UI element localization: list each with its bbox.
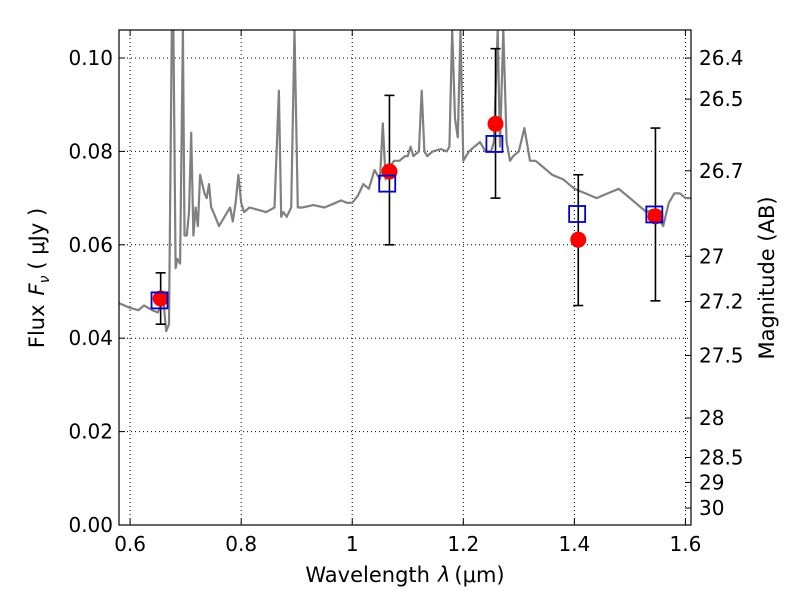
- x-axis-label-unit: (μm): [454, 563, 504, 587]
- model-spectrum-line: [119, 30, 691, 333]
- model-band-points: [150, 135, 664, 310]
- y-axis-label-subscript: ν: [37, 275, 53, 283]
- y-tick-label: 0.08: [68, 139, 113, 163]
- tick-labels: 0.6 0.8 1 1.2 1.4 1.6 0.00 0.02 0.04 0.06 0.08 0.10…: [68, 46, 743, 556]
- y-tick-label: 0.02: [68, 420, 113, 444]
- x-axis-label: Wavelength λ (μm): [305, 563, 504, 587]
- y-tick-label: 0.04: [68, 326, 113, 350]
- axis-ticks: [119, 30, 691, 526]
- model-band-point: [485, 135, 504, 153]
- x-axis-label-symbol: λ: [437, 563, 450, 587]
- y2-axis-label: Magnitude (AB): [755, 196, 779, 359]
- plot-area: [119, 30, 691, 333]
- y-axis-label-unit: ( μJy ): [25, 208, 49, 270]
- plot-frame: [118, 29, 692, 526]
- x-tick-label: 1.6: [670, 532, 702, 556]
- y2-tick-label: 27.5: [699, 343, 744, 367]
- y-axis-label-symbol: F: [25, 282, 49, 295]
- x-tick-label: 1.4: [558, 532, 590, 556]
- model-band-point: [150, 291, 169, 310]
- observed-points: [152, 115, 664, 307]
- x-tick-label: 0.8: [225, 532, 257, 556]
- y2-tick-label: 26.5: [699, 87, 744, 111]
- y2-tick-label: 26.4: [699, 46, 744, 70]
- model-band-point: [645, 205, 664, 224]
- model-band-point: [568, 205, 587, 223]
- y2-tick-label: 28: [699, 406, 724, 430]
- observed-point: [570, 231, 587, 248]
- y-axis-label-text: Flux: [25, 304, 49, 348]
- y2-tick-label: 30: [699, 496, 724, 520]
- y-tick-label: 0.00: [68, 513, 113, 537]
- observed-point: [647, 208, 664, 225]
- y2-tick-label: 27.2: [699, 289, 744, 313]
- y2-tick-label: 26.7: [699, 159, 744, 183]
- model-band-point: [378, 174, 397, 193]
- observed-point: [487, 115, 504, 132]
- y-tick-label: 0.06: [68, 233, 113, 257]
- y-tick-label: 0.10: [68, 46, 113, 70]
- x-tick-label: 0.6: [114, 532, 146, 556]
- y2-tick-label: 28.5: [699, 446, 744, 470]
- x-tick-label: 1.2: [447, 532, 479, 556]
- x-tick-label: 1: [346, 532, 359, 556]
- x-axis-label-text: Wavelength: [305, 563, 430, 587]
- y2-tick-label: 29: [699, 470, 724, 494]
- observed-point: [152, 290, 169, 307]
- y-axis-label: Flux Fν ( μJy ): [25, 208, 53, 348]
- y2-tick-label: 27: [699, 244, 724, 268]
